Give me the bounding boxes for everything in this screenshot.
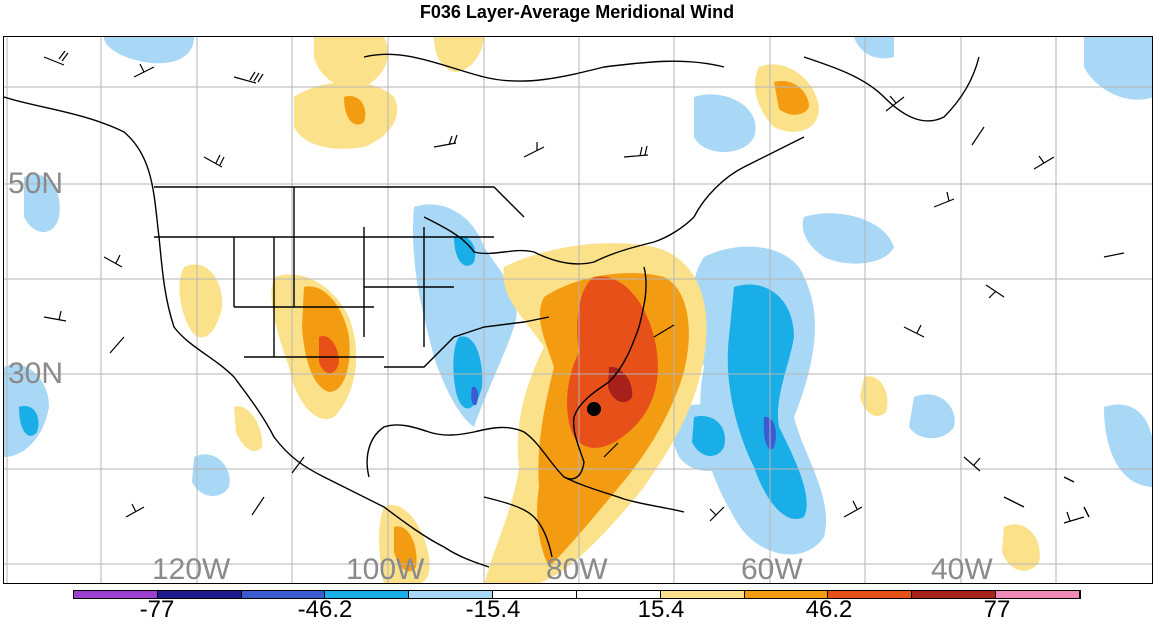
- shading-layer: [4, 37, 1152, 583]
- positive-wind-area: [179, 264, 223, 338]
- colorbar-segment: [157, 591, 242, 598]
- positive-wind-area: [774, 81, 809, 115]
- colorbar-segment: [912, 591, 997, 598]
- lon-label-100w: 100W: [346, 553, 425, 584]
- negative-wind-area: [19, 406, 39, 436]
- lat-label-30n: 30N: [8, 357, 64, 390]
- wind-barbs: [43, 50, 1125, 524]
- colorbar-label: -15.4: [465, 596, 521, 623]
- colorbar-segment: [241, 591, 326, 598]
- colorbar-segment: [409, 591, 494, 598]
- colorbar-label: 77: [983, 596, 1011, 623]
- graticule: [4, 37, 1152, 583]
- map-panel: 50N 30N 120W 100W 80W 60W 40W: [3, 36, 1153, 584]
- colorbar-label: -77: [139, 596, 175, 623]
- negative-wind-area: [727, 284, 807, 519]
- colorbar-segment: [576, 591, 661, 598]
- lon-label-40w: 40W: [931, 553, 993, 584]
- positive-wind-area: [314, 37, 388, 88]
- negative-wind-area: [454, 236, 476, 266]
- negative-wind-area: [909, 394, 955, 439]
- lon-label-120w: 120W: [152, 553, 231, 584]
- positive-wind-area: [434, 37, 484, 72]
- colorbar-segment: [325, 591, 410, 598]
- lat-label-50n: 50N: [8, 167, 64, 200]
- positive-wind-area: [319, 336, 339, 374]
- lon-label-60w: 60W: [741, 553, 803, 584]
- colorbar-label: 15.4: [637, 596, 685, 623]
- positive-wind-area: [294, 82, 398, 149]
- positive-wind-area: [344, 96, 366, 125]
- negative-wind-area: [1084, 37, 1152, 100]
- negative-wind-area: [413, 204, 517, 427]
- negative-wind-area: [692, 416, 725, 457]
- colorbar-segment: [828, 591, 913, 598]
- coastlines: [4, 53, 1090, 568]
- colorbar-segment: [493, 591, 577, 598]
- negative-wind-area: [104, 37, 194, 64]
- negative-wind-area: [24, 174, 60, 232]
- colorbar-segment: [660, 591, 745, 598]
- storm-center-marker: [587, 402, 601, 416]
- negative-wind-area: [471, 386, 479, 406]
- negative-wind-area: [694, 94, 756, 152]
- colorbar: [73, 590, 1081, 599]
- negative-wind-area: [854, 37, 894, 59]
- colorbar-segment: [744, 591, 829, 598]
- positive-wind-area: [394, 526, 417, 572]
- positive-wind-area: [234, 406, 263, 452]
- map-canvas: [4, 37, 1152, 583]
- colorbar-label: -46.2: [297, 596, 353, 623]
- positive-wind-area: [1002, 524, 1040, 571]
- colorbar-segment: [996, 591, 1080, 598]
- lon-label-80w: 80W: [546, 553, 608, 584]
- negative-wind-area: [1104, 404, 1152, 487]
- positive-wind-area: [860, 376, 888, 417]
- negative-wind-area: [192, 454, 230, 497]
- negative-wind-area: [802, 213, 894, 264]
- map-title: F036 Layer-Average Meridional Wind: [419, 2, 735, 22]
- colorbar-segment: [74, 591, 158, 598]
- colorbar-label: 46.2: [805, 596, 853, 623]
